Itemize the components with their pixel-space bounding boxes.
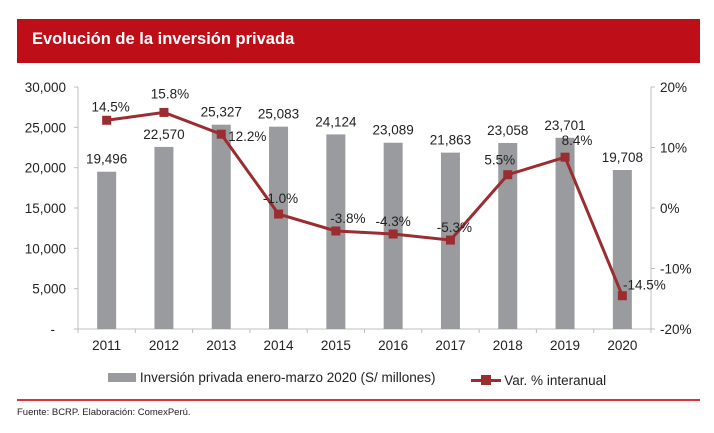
line-marker	[560, 152, 570, 162]
x-tick-label: 2011	[92, 338, 121, 353]
right-tick-label: 10%	[660, 141, 687, 156]
x-tick-label: 2013	[206, 338, 236, 353]
bar	[211, 124, 231, 330]
bar	[97, 171, 117, 329]
bar	[612, 170, 632, 329]
left-tick-label: 5,000	[32, 282, 66, 297]
legend-bar-swatch	[107, 373, 136, 382]
line-value-label: -3.8%	[330, 211, 365, 226]
x-tick-label: 2019	[550, 338, 580, 353]
line-value-label: 14.5%	[92, 99, 130, 114]
line-marker	[503, 170, 513, 180]
bar	[154, 146, 174, 329]
legend-label: Inversión privada enero-marzo 2020 (S/ m…	[139, 370, 436, 385]
right-tick-label: -10%	[660, 262, 692, 277]
source-note: Fuente: BCRP. Elaboración: ComexPerú.	[17, 407, 191, 418]
right-tick-label: -20%	[660, 322, 692, 337]
x-tick-label: 2015	[321, 338, 351, 353]
bar-value-label: 23,058	[487, 123, 528, 138]
right-tick-label: 20%	[660, 80, 687, 95]
line-marker	[159, 107, 169, 117]
bar-value-label: 21,863	[430, 133, 471, 148]
right-tick-label: 0%	[660, 201, 680, 216]
line-value-label: -14.5%	[623, 278, 666, 293]
bar	[555, 137, 575, 329]
line-marker	[445, 235, 455, 245]
legend: Inversión privada enero-marzo 2020 (S/ m…	[0, 370, 714, 388]
line-value-label: -5.3%	[437, 220, 472, 235]
legend-label: Var. % interanual	[504, 373, 607, 388]
x-tick-label: 2017	[435, 338, 465, 353]
left-tick-label: 20,000	[25, 161, 66, 176]
line-marker	[617, 291, 627, 301]
line-series	[106, 110, 624, 297]
bar-value-label: 24,124	[315, 114, 357, 129]
left-tick-label: -	[51, 322, 56, 337]
divider	[17, 399, 700, 401]
line-value-label: 8.4%	[562, 133, 593, 148]
legend-line-swatch	[471, 375, 502, 385]
bar	[498, 142, 518, 329]
bar-value-label: 19,496	[86, 152, 127, 167]
chart-header: Evolución de la inversión privada	[17, 19, 700, 63]
x-tick-label: 2020	[607, 338, 637, 353]
bar-value-label: 23,089	[373, 123, 414, 138]
bar-value-label: 23,701	[544, 118, 585, 133]
x-tick-label: 2014	[264, 338, 295, 353]
x-tick-label: 2012	[149, 338, 179, 353]
bar	[269, 126, 289, 329]
line-marker	[331, 226, 341, 236]
line-value-label: 5.5%	[484, 153, 515, 168]
line-marker	[216, 129, 226, 139]
line-value-label: -1.0%	[263, 191, 298, 206]
left-tick-label: 25,000	[25, 120, 66, 135]
bar-value-label: 22,570	[143, 127, 184, 142]
legend-item-line: Var. % interanual	[471, 373, 606, 388]
line-marker	[388, 229, 398, 239]
bar-value-label: 25,083	[258, 107, 299, 122]
x-tick-label: 2018	[493, 338, 523, 353]
line-marker	[274, 209, 284, 219]
left-tick-label: 15,000	[25, 201, 66, 216]
bar-value-label: 19,708	[602, 150, 643, 165]
line-value-label: 12.2%	[228, 129, 266, 144]
left-tick-label: 10,000	[25, 241, 66, 256]
line-marker	[102, 115, 112, 125]
x-tick-label: 2016	[378, 338, 408, 353]
line-value-label: -4.3%	[376, 214, 411, 229]
chart-title: Evolución de la inversión privada	[32, 30, 295, 48]
left-tick-label: 30,000	[25, 80, 66, 95]
bar-value-label: 25,327	[201, 105, 242, 120]
chart-plot: - 5,000 10,000 15,000 20,000 25,000 30,000 -20%…	[25, 80, 692, 353]
legend-item-bars: Inversión privada enero-marzo 2020 (S/ m…	[107, 370, 436, 385]
line-value-label: 15.8%	[151, 86, 189, 101]
